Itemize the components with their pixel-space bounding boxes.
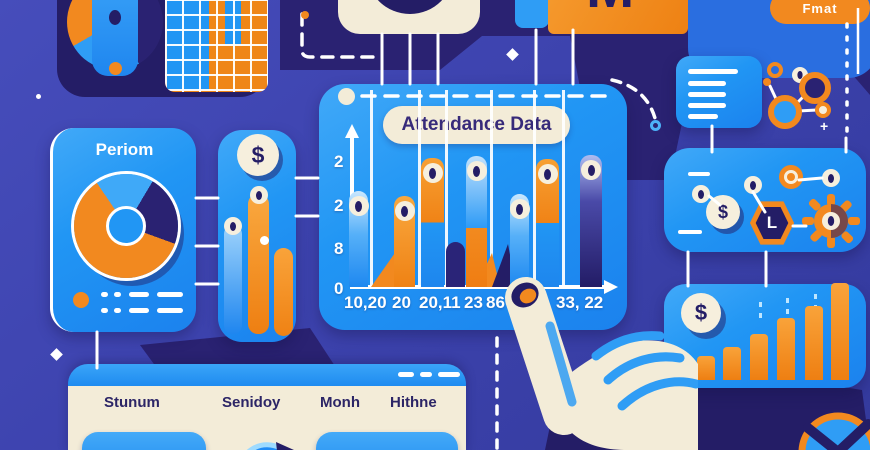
orange-dot xyxy=(301,11,309,19)
attendance-bar[interactable] xyxy=(580,155,602,287)
bar-pin xyxy=(466,161,487,181)
spreadsheet-icon xyxy=(165,0,268,92)
u-glyph-shape xyxy=(366,0,454,14)
dollar-badge: $ xyxy=(237,134,279,176)
mini-bar-blue xyxy=(224,217,242,334)
attendance-bar[interactable] xyxy=(536,159,559,287)
orange-ring-node xyxy=(779,165,803,189)
money-column-card: $ xyxy=(218,130,296,342)
hexagon-node: L xyxy=(749,201,795,245)
growth-bar xyxy=(723,347,741,380)
chart-dot xyxy=(338,88,355,105)
m-glyph: M xyxy=(586,0,634,21)
top-left-icon-card xyxy=(57,0,268,97)
blue-chip xyxy=(515,0,549,28)
m-block: M xyxy=(548,0,688,34)
bottom-panel-titlebar xyxy=(68,364,466,386)
dollar-node: $ xyxy=(706,195,740,229)
network-card: $ L xyxy=(664,148,866,252)
growth-bar xyxy=(750,334,768,380)
bar-pin xyxy=(348,196,369,216)
l-glyph: L xyxy=(766,213,778,232)
attendance-bar[interactable] xyxy=(394,196,415,287)
gear-icon xyxy=(802,194,860,248)
periom-donut xyxy=(74,174,178,278)
blue-ring-dot xyxy=(650,120,661,131)
molecule-icon xyxy=(763,62,831,129)
growth-bar xyxy=(777,318,795,380)
period-card-title: Periom xyxy=(95,140,154,159)
tab-label-senidoy[interactable]: Senidoy xyxy=(222,394,281,411)
ribbon-dot-bottom xyxy=(109,62,122,75)
ribbon-dot-top xyxy=(109,10,121,25)
attendance-bar[interactable] xyxy=(348,191,369,287)
ribbon-icon xyxy=(92,0,138,76)
refresh-icon[interactable] xyxy=(226,426,306,450)
bar-pin xyxy=(537,164,558,184)
fmat-pill-button[interactable]: Fmat xyxy=(770,0,870,24)
bar-pin xyxy=(422,163,443,183)
plus-icon: + xyxy=(820,118,829,134)
bar-pin xyxy=(581,160,601,180)
hand-cursor[interactable] xyxy=(468,252,698,450)
legend-dot xyxy=(73,292,89,308)
node-circle xyxy=(692,185,710,203)
periods-button[interactable]: Periodies xyxy=(316,432,458,450)
dollar-badge: $ xyxy=(681,293,721,333)
mini-bar-orange-short xyxy=(274,248,293,336)
bottom-panel-body: Stunum Senidoy Monh Hithne Setng Periodi… xyxy=(68,386,466,450)
settings-button[interactable]: Setng xyxy=(82,432,206,450)
bottom-panel: Stunum Senidoy Monh Hithne Setng Periodi… xyxy=(68,364,466,450)
chart-title: Attendance Data xyxy=(401,114,552,135)
document-icon-card[interactable] xyxy=(676,56,762,128)
chart-title-pill: Attendance Data xyxy=(383,106,570,144)
growth-bar xyxy=(805,306,823,380)
attendance-bar[interactable] xyxy=(509,194,530,287)
white-dot xyxy=(36,94,41,99)
pie-circle-bottom-right xyxy=(798,412,870,450)
node-circle xyxy=(822,169,840,187)
tab-label-monh[interactable]: Monh xyxy=(320,394,360,411)
node-circle xyxy=(744,176,762,194)
top-center-glyph-card: θ xyxy=(338,0,480,34)
growth-bar xyxy=(697,356,715,380)
mini-bar-orange-tall xyxy=(248,186,269,334)
bar-pin xyxy=(394,201,415,221)
attendance-bar[interactable] xyxy=(421,158,444,287)
attendance-bar[interactable] xyxy=(466,156,487,287)
tab-label-stunum[interactable]: Stunum xyxy=(104,394,160,411)
bar-pin xyxy=(509,199,530,219)
period-card: Periom xyxy=(50,128,196,332)
attendance-bar[interactable] xyxy=(446,242,465,287)
growth-bar xyxy=(831,283,849,380)
tab-label-hithne[interactable]: Hithne xyxy=(390,394,437,411)
